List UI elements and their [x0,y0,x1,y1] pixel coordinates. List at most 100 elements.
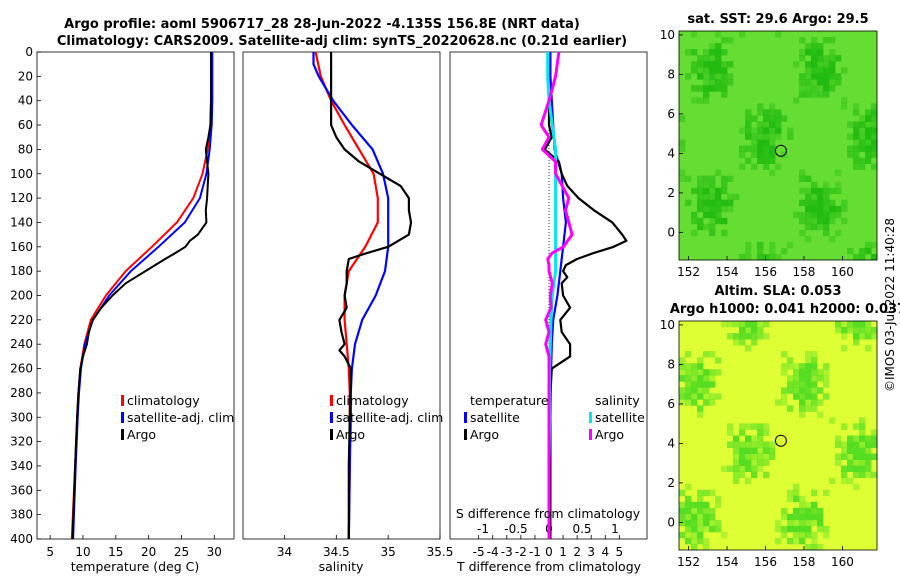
map-cell [775,133,782,140]
map-cell [685,507,692,515]
map-cell [775,31,782,38]
map-cell [739,145,746,152]
map-cell [757,127,764,134]
salinity-legend: climatology satellite-adj. clim Argo [330,393,443,442]
map-cell [715,73,722,80]
map-cell [715,85,722,92]
map-cell [691,369,698,376]
map-cell [757,423,764,430]
map-cell [691,525,698,533]
x-tick-label: -5 [473,545,485,559]
map-cell [823,393,830,400]
map-cell [691,531,698,539]
map-cell [847,133,854,140]
map-cell [697,525,704,533]
map-cell [805,544,812,551]
map-cell [715,525,722,533]
map-cell [823,67,830,74]
map-cell [805,363,812,370]
map-cell [775,109,782,116]
map-cell [757,145,764,152]
legend-swatch [464,412,467,423]
map-cell [691,97,698,104]
salinity-axes [242,51,441,540]
map-cell [811,357,818,364]
map-cell [781,115,788,122]
x-tick-label: 20 [141,545,156,559]
map-cell [715,199,722,207]
map-cell [709,79,716,86]
map-cell [751,139,758,146]
map-cell [697,187,704,195]
map-cell [817,205,824,213]
map-cell [805,405,812,412]
map-cell [757,109,764,116]
map-cell [703,67,710,74]
map-cell [817,73,824,80]
map-cell [763,447,770,454]
map-cell [775,399,782,406]
temperature-xlabel: temperature (deg C) [71,559,200,574]
map-cell [781,363,788,370]
map-cell [805,387,812,394]
map-cell [691,537,698,545]
map-cell [715,369,722,376]
y-tick-label: 260 [10,362,33,376]
map-cell [703,513,710,521]
map-cell [805,223,812,231]
map-cell [781,351,788,358]
lon-tick-label: 156 [754,555,777,569]
map-cell [757,327,764,334]
map-cell [721,37,728,44]
map-cell [709,175,716,182]
y-tick-label: 320 [10,435,33,449]
map-cell [733,447,740,454]
map-cell [679,489,686,497]
map-cell [811,193,818,201]
map-cell [763,109,770,116]
map-cell [751,435,758,442]
map-cell [703,73,710,80]
map-cell [853,163,860,170]
map-cell [691,393,698,400]
t-difference-xlabel: T difference from climatology [456,559,642,574]
map-cell [685,375,692,382]
y-tick-label: 80 [18,142,33,156]
map-cell [853,447,860,454]
legend-swatch [589,429,592,440]
map-cell [691,501,698,509]
map-cell [697,357,704,364]
map-cell [769,109,776,116]
map-cell [757,121,764,128]
map-cell [697,507,704,515]
lat-tick-label: 0 [667,515,675,529]
map-cell [871,145,878,152]
map-cell [703,369,710,376]
map-cell [751,465,758,472]
map-cell [715,79,722,86]
map-cell [835,229,842,237]
map-cell [853,459,860,466]
map-cell [697,411,704,418]
map-cell [799,501,806,509]
sst-map-field [679,31,878,261]
map-cell [721,531,728,539]
map-cell [769,447,776,454]
map-cell [805,187,812,195]
map-cell [745,459,752,466]
map-cell [865,345,872,352]
map-cell [745,254,752,261]
map-cell [793,363,800,370]
figure-title-line2: Climatology: CARS2009. Satellite-adj cli… [57,34,627,49]
map-cell [871,435,878,442]
map-cell [769,115,776,122]
map-cell [703,351,710,358]
map-cell [811,513,818,521]
map-cell [805,375,812,382]
map-cell [679,369,686,376]
x-tick-label: 5 [616,545,624,559]
map-cell [685,351,692,358]
y-tick-label: 220 [10,313,33,327]
map-cell [805,193,812,201]
map-cell [691,399,698,406]
